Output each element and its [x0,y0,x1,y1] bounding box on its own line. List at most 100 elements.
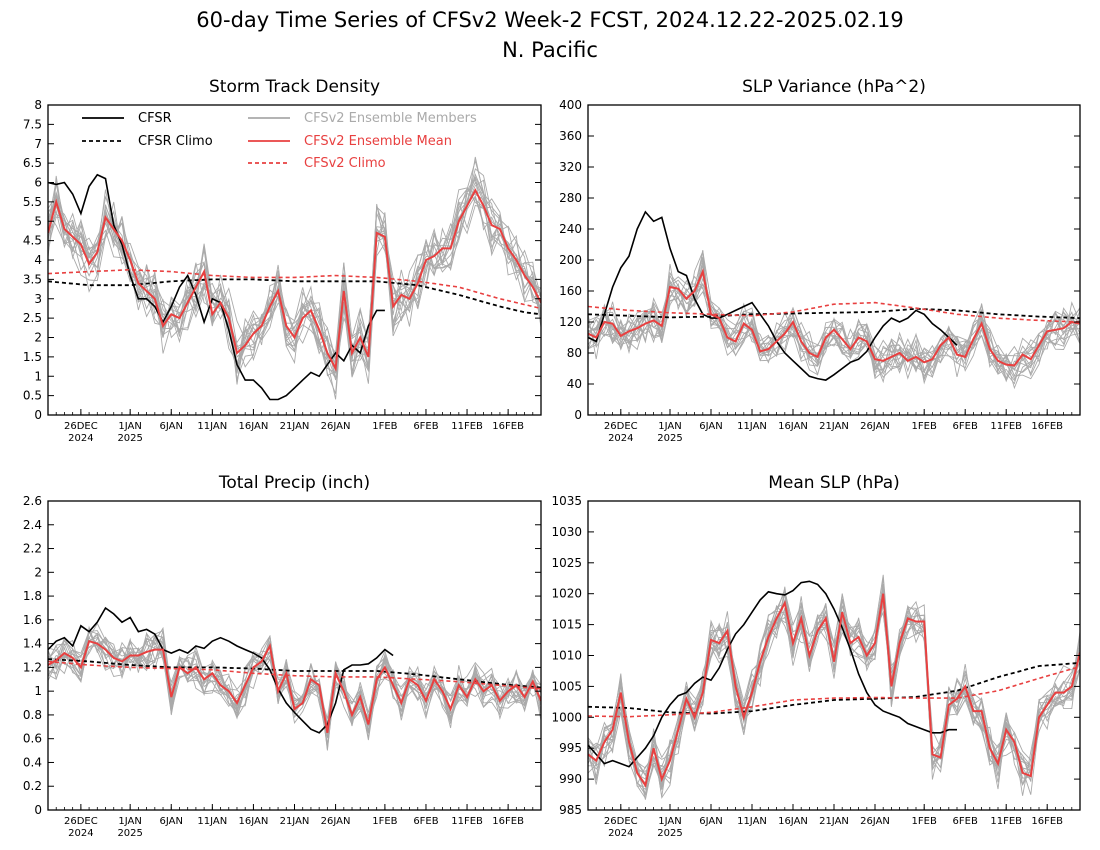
y-tick-label: 1025 [551,556,582,570]
x-tick-label: 6FEB [953,816,978,827]
x-tick-label: 1JAN [658,816,681,827]
x-tick-label: 11FEB [451,421,483,432]
ensemble-member-line [588,586,1080,795]
cfsr-climo-line [588,307,1080,319]
legend-cfsr-climo-label: CFSR Climo [138,134,213,149]
y-tick-label: 995 [559,741,582,755]
x-tick-label: 11JAN [737,816,767,827]
cfsr-climo-line [48,278,541,316]
chart-legend: CFSR CFSR Climo CFSv2 Ensemble Members CFSv… [82,111,477,171]
cfsv2-climo-line [48,268,541,310]
x-tick-label: 26JAN [860,421,890,432]
figure-region: N. Pacific [502,38,598,62]
x-tick-label: 16FEB [1031,421,1063,432]
x-tick-sublabel: 2024 [608,433,633,444]
x-tick-label: 1FEB [912,816,937,827]
x-tick-label: 26JAN [860,816,890,827]
y-tick-label: 2.6 [23,494,42,508]
x-tick-label: 16FEB [1031,816,1063,827]
x-tick-sublabel: 2024 [68,433,93,444]
y-tick-label: 1.8 [23,589,42,603]
x-tick-label: 6JAN [160,816,183,827]
y-tick-label: 3.5 [23,272,42,286]
x-tick-label: 16JAN [778,816,808,827]
y-tick-label: 7.5 [23,117,42,131]
ensemble-member-line [588,258,1080,378]
y-tick-label: 360 [559,129,582,143]
ensemble-member-line [48,175,541,400]
y-tick-label: 0.4 [23,755,42,769]
y-tick-label: 4.5 [23,234,42,248]
ensemble-member-line [588,587,1080,775]
ensemble-member-line [588,587,1080,796]
ensemble-member-line [48,179,541,394]
y-tick-label: 1.5 [23,350,42,364]
ensemble-member-line [48,636,541,745]
y-tick-label: 0 [574,408,582,422]
y-tick-label: 7 [34,137,42,151]
x-tick-label: 21JAN [819,816,849,827]
x-tick-sublabel: 2024 [608,828,633,839]
ensemble-member-line [588,265,1080,383]
y-tick-label: 1010 [551,649,582,663]
figure-title: 60-day Time Series of CFSv2 Week-2 FCST,… [196,8,903,32]
ensemble-mean-line [48,639,541,733]
legend-ens-mean-label: CFSv2 Ensemble Mean [304,134,452,149]
ensemble-member-line [588,574,1080,799]
y-tick-label: 6.5 [23,156,42,170]
ensemble-member-line [48,159,541,379]
x-tick-sublabel: 2025 [657,828,682,839]
y-tick-label: 0 [34,408,42,422]
x-tick-sublabel: 2025 [117,433,142,444]
x-tick-label: 11JAN [737,421,767,432]
x-tick-sublabel: 2025 [117,828,142,839]
y-tick-label: 240 [559,222,582,236]
panel-title: Total Precip (inch) [218,473,370,493]
x-tick-label: 6FEB [413,816,438,827]
y-tick-label: 0.5 [23,389,42,403]
ensemble-member-line [588,585,1080,800]
x-tick-label: 6JAN [699,421,722,432]
x-tick-label: 16JAN [239,421,269,432]
x-tick-label: 11FEB [990,816,1022,827]
y-tick-label: 8 [34,98,42,112]
x-tick-label: 26DEC [604,421,638,432]
y-tick-label: 5 [34,214,42,228]
y-tick-label: 2 [34,565,42,579]
ensemble-member-line [588,583,1080,788]
y-tick-label: 160 [559,284,582,298]
ensemble-member-line [588,592,1080,800]
y-tick-label: 6 [34,176,42,190]
y-tick-label: 80 [567,346,582,360]
x-tick-label: 6FEB [413,421,438,432]
panel-title: Storm Track Density [209,77,380,97]
ensemble-member-line [588,250,1080,375]
y-tick-label: 2 [34,331,42,345]
x-tick-label: 6JAN [160,421,183,432]
y-tick-label: 1 [34,369,42,383]
x-tick-label: 26JAN [321,421,351,432]
y-tick-label: 1005 [551,679,582,693]
cfsv2-climo-line [48,660,541,690]
legend-cfsv2-climo-label: CFSv2 Climo [304,156,386,171]
x-tick-label: 26JAN [321,816,351,827]
chart-panel-3: Total Precip (inch) 0 0.2 0.4 0.6 0.8 1 1.2 1.4 1… [23,473,542,839]
x-tick-label: 11JAN [197,421,227,432]
y-tick-label: 0 [34,803,42,817]
x-tick-label: 6FEB [953,421,978,432]
y-tick-label: 3 [34,292,42,306]
chart-panel-4: Mean SLP (hPa) 985 990 995 1000 1005 1010 1015 1… [551,473,1081,839]
x-tick-label: 1JAN [658,421,681,432]
y-tick-label: 120 [559,315,582,329]
y-tick-label: 0.6 [23,732,42,746]
cfsr-line [588,580,957,768]
x-tick-label: 21JAN [280,421,310,432]
ensemble-mean-line [588,268,1080,367]
plot-frame [587,104,1081,416]
y-tick-label: 1020 [551,587,582,601]
y-tick-label: 2.2 [23,542,42,556]
plot-area [48,156,541,401]
plot-area [48,606,541,751]
y-tick-label: 985 [559,803,582,817]
